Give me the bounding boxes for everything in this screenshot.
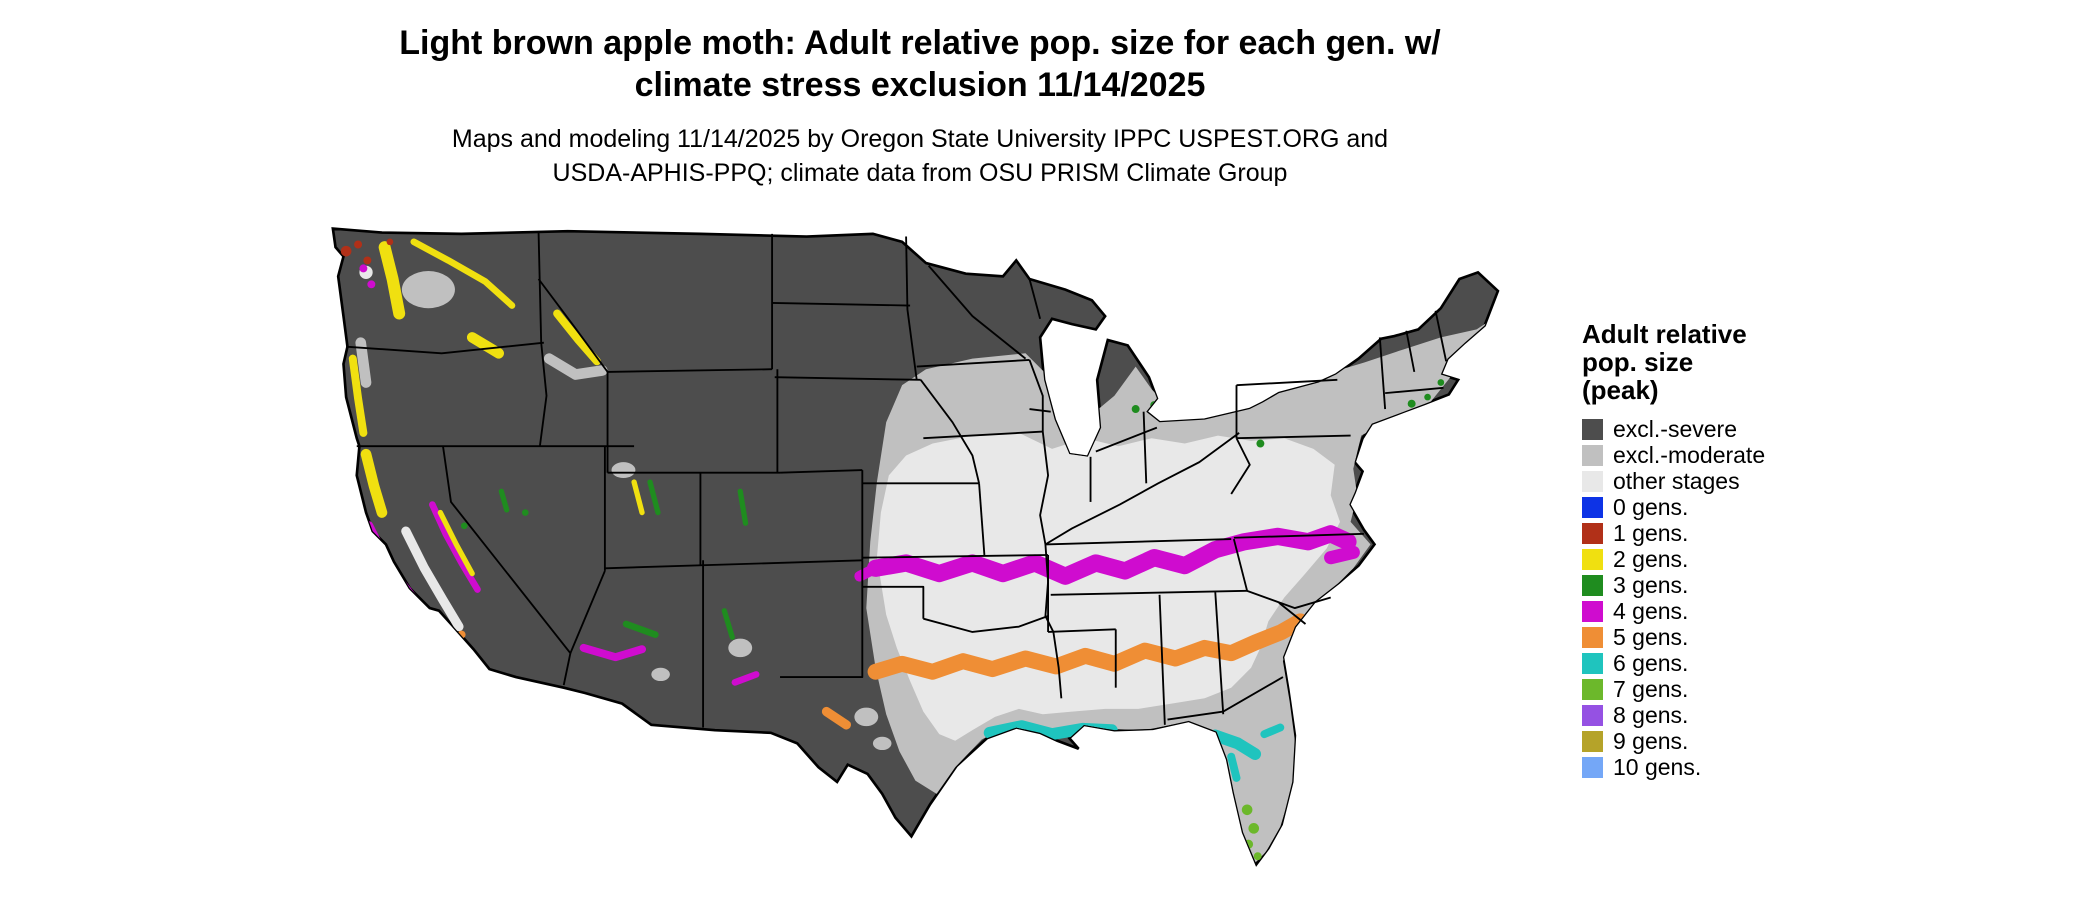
- region-gen5: [821, 613, 1309, 730]
- us-map: [331, 227, 1500, 879]
- legend-title-line2: pop. size: [1582, 347, 1694, 377]
- region-gen1: [340, 238, 394, 265]
- legend-item: 3 gens.: [1582, 572, 1882, 598]
- legend-swatch: [1582, 496, 1603, 518]
- legend: Adult relative pop. size (peak) excl.-se…: [1582, 320, 1882, 780]
- legend-title: Adult relative pop. size (peak): [1582, 320, 1882, 404]
- legend-label: 3 gens.: [1613, 571, 1689, 598]
- us-map-container: [302, 210, 1550, 900]
- legend-label: 7 gens.: [1613, 675, 1689, 702]
- region-gen2: [348, 238, 645, 518]
- map-title: Light brown apple moth: Adult relative p…: [140, 22, 1700, 106]
- region-gen2-sierra: [437, 509, 475, 577]
- legend-swatch: [1582, 678, 1603, 700]
- legend-rows: excl.-severe excl.-moderate other stages…: [1582, 416, 1882, 780]
- legend-item: other stages: [1582, 468, 1882, 494]
- legend-label: 4 gens.: [1613, 597, 1689, 624]
- region-gen7: [1241, 804, 1262, 861]
- legend-item: 4 gens.: [1582, 598, 1882, 624]
- legend-item: 1 gens.: [1582, 520, 1882, 546]
- legend-swatch: [1582, 704, 1603, 726]
- map-credit-line1: Maps and modeling 11/14/2025 by Oregon S…: [451, 125, 1389, 153]
- legend-swatch: [1582, 756, 1603, 778]
- legend-item: 10 gens.: [1582, 754, 1882, 780]
- legend-item: 5 gens.: [1582, 624, 1882, 650]
- region-other-stages-valley: [401, 526, 464, 632]
- map-credit-line2: USDA-APHIS-PPQ; climate data from OSU PR…: [552, 159, 1288, 187]
- legend-item: 7 gens.: [1582, 676, 1882, 702]
- map-title-line2: climate stress exclusion 11/14/2025: [634, 66, 1206, 104]
- legend-label: 0 gens.: [1613, 493, 1689, 520]
- legend-label: 8 gens.: [1613, 701, 1689, 728]
- legend-item: 8 gens.: [1582, 702, 1882, 728]
- legend-label: other stages: [1613, 467, 1740, 494]
- state-borders: [346, 231, 1448, 728]
- map-title-line1: Light brown apple moth: Adult relative p…: [399, 24, 1441, 62]
- legend-item: excl.-moderate: [1582, 442, 1882, 468]
- region-excl-moderate-valleys: [355, 337, 608, 388]
- legend-swatch: [1582, 730, 1603, 752]
- legend-swatch: [1582, 548, 1603, 570]
- legend-swatch: [1582, 652, 1603, 674]
- legend-title-line3: (peak): [1582, 375, 1659, 405]
- region-gen8: [1201, 869, 1248, 879]
- legend-swatch: [1582, 522, 1603, 544]
- legend-title-line1: Adult relative: [1582, 319, 1747, 349]
- legend-swatch: [1582, 574, 1603, 596]
- legend-label: 5 gens.: [1613, 623, 1689, 650]
- legend-swatch: [1582, 444, 1603, 466]
- legend-label: 10 gens.: [1613, 753, 1702, 780]
- legend-swatch: [1582, 470, 1603, 492]
- legend-item: 0 gens.: [1582, 494, 1882, 520]
- legend-swatch: [1582, 418, 1603, 440]
- legend-label: 6 gens.: [1613, 649, 1689, 676]
- legend-label: 2 gens.: [1613, 545, 1689, 572]
- region-gen4-spots: [359, 264, 376, 289]
- legend-swatch: [1582, 626, 1603, 648]
- legend-item: excl.-severe: [1582, 416, 1882, 442]
- legend-label: 9 gens.: [1613, 727, 1689, 754]
- map-credit: Maps and modeling 11/14/2025 by Oregon S…: [140, 122, 1700, 190]
- legend-label: excl.-moderate: [1613, 441, 1766, 468]
- legend-swatch: [1582, 600, 1603, 622]
- legend-item: 9 gens.: [1582, 728, 1882, 754]
- legend-label: excl.-severe: [1613, 415, 1737, 442]
- legend-label: 1 gens.: [1613, 519, 1689, 546]
- region-gen6: [983, 720, 1285, 782]
- legend-item: 6 gens.: [1582, 650, 1882, 676]
- legend-item: 2 gens.: [1582, 546, 1882, 572]
